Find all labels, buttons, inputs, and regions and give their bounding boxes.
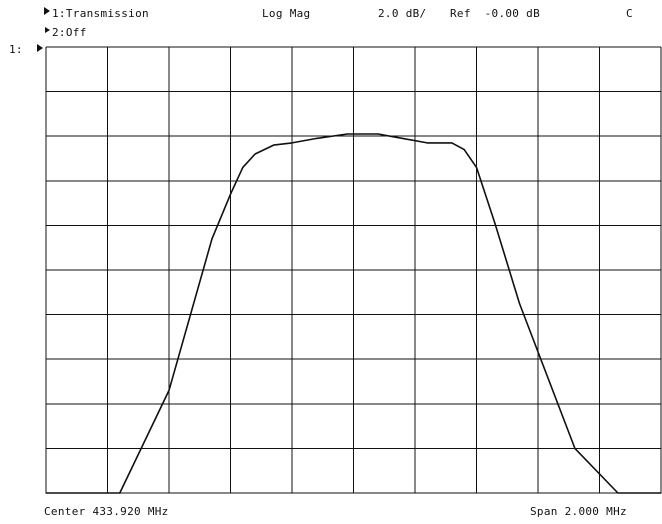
reference-position-label: 1: xyxy=(9,43,23,56)
format-label[interactable]: Log Mag xyxy=(262,7,311,20)
trace-data-point xyxy=(229,193,232,195)
scale-label[interactable]: 2.0 dB/ xyxy=(378,7,427,20)
trace-data-point xyxy=(272,144,275,146)
trace-data-point xyxy=(316,137,318,140)
span-label[interactable]: Span 2.000 MHz xyxy=(530,505,627,518)
channel1-measurement-label[interactable]: 1:Transmission xyxy=(52,7,149,20)
trace-data-point xyxy=(402,137,404,140)
trace-data-point xyxy=(377,133,379,135)
reference-level-label[interactable]: Ref -0.00 dB xyxy=(450,7,540,20)
trace-data-point xyxy=(254,153,256,155)
trace-data-point xyxy=(168,389,170,392)
trace-data-point xyxy=(346,133,348,135)
channel1-active-marker-icon xyxy=(44,7,50,15)
trace-data-point xyxy=(426,142,428,144)
transmission-trace xyxy=(46,133,661,494)
trace-data-point xyxy=(518,302,521,305)
trace-data-point xyxy=(574,447,576,449)
trace-data-point xyxy=(45,492,47,494)
trace-data-point xyxy=(291,142,293,144)
trace-data-point xyxy=(211,238,213,240)
trace-data-point xyxy=(617,492,619,494)
trace-data-point xyxy=(463,148,465,151)
trace-data-point xyxy=(119,492,121,494)
center-frequency-label[interactable]: Center 433.920 MHz xyxy=(44,505,169,518)
reference-position-marker-icon[interactable] xyxy=(37,44,43,52)
calibration-flag: C xyxy=(626,7,633,20)
trace-data-point xyxy=(494,222,496,224)
channel2-marker-icon xyxy=(45,27,50,33)
trace-data-point xyxy=(242,166,244,169)
channel2-measurement-label[interactable]: 2:Off xyxy=(52,26,87,39)
trace-data-point xyxy=(475,166,478,169)
trace-data-point xyxy=(660,492,662,494)
trace-data-point xyxy=(451,142,453,144)
